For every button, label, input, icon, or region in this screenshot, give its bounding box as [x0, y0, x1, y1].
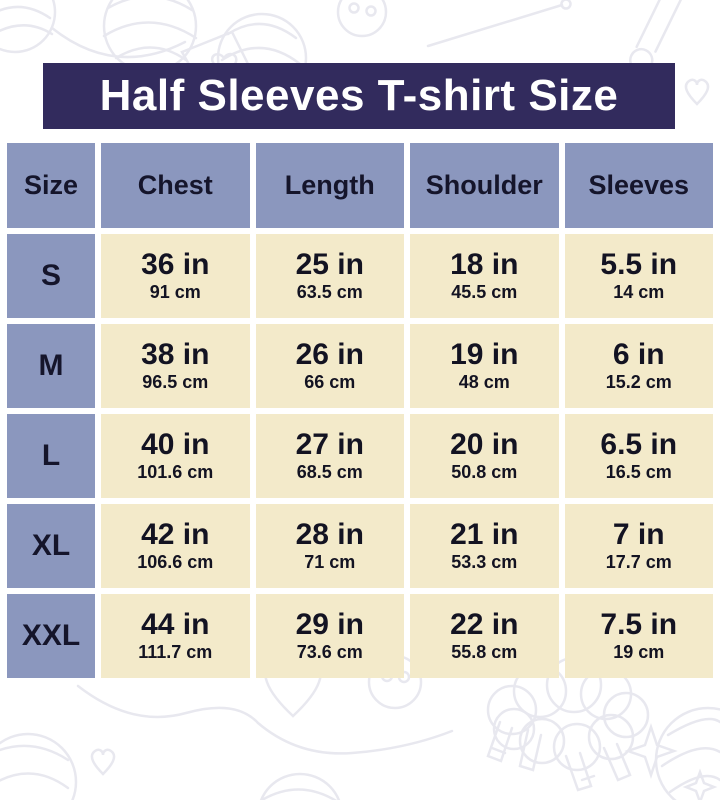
cell-s-shoulder: 18 in 45.5 cm — [410, 234, 559, 318]
value-cm: 19 cm — [613, 642, 665, 663]
cell-m-sleeves: 6 in 15.2 cm — [564, 324, 713, 408]
value-inches: 20 in — [450, 427, 519, 461]
yarn-ball-icon — [259, 772, 341, 800]
cell-xl-sleeves: 7 in 17.7 cm — [564, 504, 713, 588]
value-inches: 26 in — [295, 337, 364, 371]
value-cm: 111.7 cm — [138, 642, 213, 663]
value-inches: 44 in — [141, 607, 210, 641]
yarn-ball-icon — [0, 732, 78, 800]
row-label-m: M — [7, 324, 95, 408]
button-icon — [336, 0, 388, 38]
value-cm: 106.6 cm — [137, 552, 214, 573]
cell-l-chest: 40 in 101.6 cm — [101, 414, 250, 498]
value-inches: 21 in — [450, 517, 519, 551]
cell-m-chest: 38 in 96.5 cm — [101, 324, 250, 408]
value-inches: 7 in — [612, 517, 665, 551]
column-header-chest: Chest — [101, 143, 250, 228]
row-label-xxl: XXL — [7, 594, 95, 678]
value-cm: 101.6 cm — [137, 462, 214, 483]
value-cm: 16.5 cm — [605, 462, 672, 483]
cell-xxl-chest: 44 in 111.7 cm — [101, 594, 250, 678]
value-cm: 71 cm — [304, 552, 356, 573]
value-cm: 15.2 cm — [605, 372, 672, 393]
value-cm: 14 cm — [613, 282, 665, 303]
value-inches: 27 in — [295, 427, 364, 461]
value-inches: 38 in — [141, 337, 210, 371]
page-title-text: Half Sleeves T-shirt Size — [99, 71, 619, 120]
value-inches: 6 in — [612, 337, 665, 371]
cell-l-length: 27 in 68.5 cm — [255, 414, 404, 498]
value-inches: 6.5 in — [600, 427, 678, 461]
column-header-shoulder: Shoulder — [410, 143, 559, 228]
column-header-length: Length — [255, 143, 404, 228]
value-inches: 40 in — [141, 427, 210, 461]
cell-s-length: 25 in 63.5 cm — [255, 234, 404, 318]
value-cm: 48 cm — [458, 372, 510, 393]
value-inches: 5.5 in — [600, 247, 678, 281]
column-header-size: Size — [7, 143, 95, 228]
cell-xl-length: 28 in 71 cm — [255, 504, 404, 588]
value-cm: 17.7 cm — [605, 552, 672, 573]
row-label-l: L — [7, 414, 95, 498]
row-label-s: S — [7, 234, 95, 318]
cell-m-length: 26 in 66 cm — [255, 324, 404, 408]
value-cm: 50.8 cm — [451, 462, 518, 483]
cell-s-sleeves: 5.5 in 14 cm — [564, 234, 713, 318]
yarn-ball-icon — [654, 706, 720, 800]
value-cm: 68.5 cm — [296, 462, 363, 483]
value-inches: 29 in — [295, 607, 364, 641]
row-label-xl: XL — [7, 504, 95, 588]
cell-l-sleeves: 6.5 in 16.5 cm — [564, 414, 713, 498]
cell-xxl-sleeves: 7.5 in 19 cm — [564, 594, 713, 678]
value-inches: 25 in — [295, 247, 364, 281]
value-inches: 36 in — [141, 247, 210, 281]
cell-xl-chest: 42 in 106.6 cm — [101, 504, 250, 588]
value-inches: 28 in — [295, 517, 364, 551]
cell-l-shoulder: 20 in 50.8 cm — [410, 414, 559, 498]
cell-xxl-length: 29 in 73.6 cm — [255, 594, 404, 678]
value-cm: 45.5 cm — [451, 282, 518, 303]
value-cm: 73.6 cm — [296, 642, 363, 663]
column-header-sleeves: Sleeves — [564, 143, 713, 228]
page-title: Half Sleeves T-shirt Size — [43, 63, 675, 129]
size-table: Size Chest Length Shoulder Sleeves S 36 … — [7, 143, 713, 678]
value-inches: 22 in — [450, 607, 519, 641]
value-inches: 42 in — [141, 517, 210, 551]
value-cm: 63.5 cm — [296, 282, 363, 303]
cell-xl-shoulder: 21 in 53.3 cm — [410, 504, 559, 588]
value-cm: 53.3 cm — [451, 552, 518, 573]
sheep-icon — [486, 656, 650, 792]
value-inches: 19 in — [450, 337, 519, 371]
cell-s-chest: 36 in 91 cm — [101, 234, 250, 318]
value-cm: 91 cm — [149, 282, 201, 303]
value-inches: 7.5 in — [600, 607, 678, 641]
value-inches: 18 in — [450, 247, 519, 281]
heart-icon — [90, 78, 710, 776]
cell-m-shoulder: 19 in 48 cm — [410, 324, 559, 408]
knitting-needle-icon — [426, 0, 572, 48]
value-cm: 96.5 cm — [142, 372, 209, 393]
sparkle-icon — [624, 723, 718, 800]
cell-xxl-shoulder: 22 in 55.8 cm — [410, 594, 559, 678]
value-cm: 55.8 cm — [451, 642, 518, 663]
value-cm: 66 cm — [304, 372, 356, 393]
